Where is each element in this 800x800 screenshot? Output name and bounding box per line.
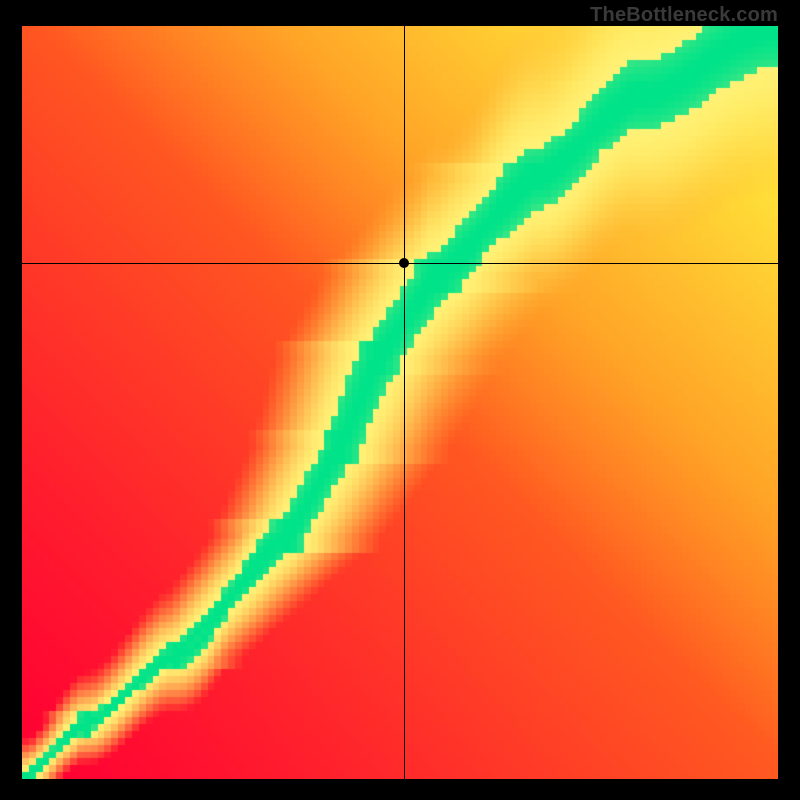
heatmap-canvas <box>22 26 778 779</box>
chart-container: TheBottleneck.com <box>0 0 800 800</box>
crosshair-vertical <box>404 26 405 779</box>
marker-dot <box>399 258 409 268</box>
watermark-text: TheBottleneck.com <box>590 4 778 27</box>
heatmap-plot <box>22 26 778 779</box>
